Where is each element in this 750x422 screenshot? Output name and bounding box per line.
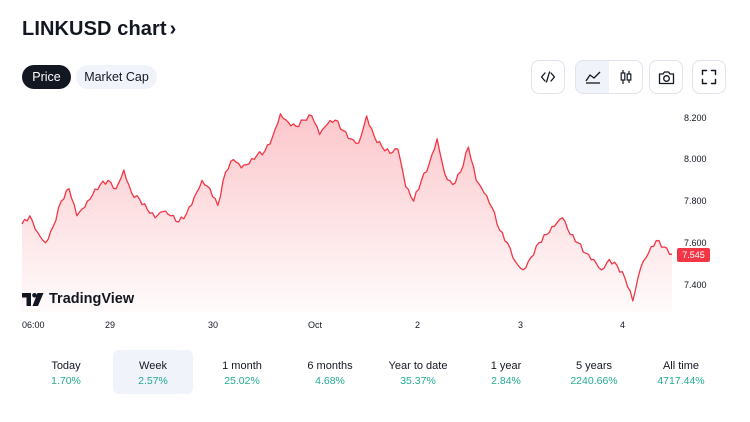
price-area-fill: [22, 113, 672, 312]
fullscreen-icon: [701, 69, 717, 85]
period-6-months[interactable]: 6 months 4.68%: [290, 350, 370, 394]
y-tick-label: 7.800: [684, 196, 707, 206]
period-change: 1.70%: [51, 375, 81, 387]
tradingview-wordmark: TradingView: [49, 291, 135, 307]
period-label: Today: [51, 360, 81, 372]
x-tick-label: 06:00: [22, 320, 45, 330]
x-tick-label: 2: [415, 320, 421, 330]
tab-price-label: Price: [32, 70, 61, 84]
x-tick-label: 30: [208, 320, 219, 330]
chevron-right-icon: ›: [169, 18, 177, 40]
y-tick-label: 7.600: [684, 238, 707, 248]
price-line: [21, 113, 673, 302]
page-title-text: LINKUSD chart: [22, 18, 167, 40]
period-label: Week: [139, 360, 167, 372]
period-change: 4717.44%: [657, 375, 705, 387]
x-tick-label: 29: [105, 320, 116, 330]
fullscreen-button[interactable]: [692, 60, 726, 94]
period-change: 2.84%: [491, 375, 521, 387]
period-change: 2240.66%: [570, 375, 618, 387]
period-today[interactable]: Today 1.70%: [26, 350, 106, 394]
period-change: 2.57%: [138, 375, 168, 387]
y-tick-label: 7.400: [684, 280, 707, 290]
period-label: 1 year: [490, 360, 522, 372]
period-all-time[interactable]: All time 4717.44%: [641, 350, 721, 394]
x-tick-label: Oct: [308, 320, 323, 330]
period-change: 4.68%: [315, 375, 345, 387]
page-title[interactable]: LINKUSD chart ›: [22, 18, 176, 41]
period-change: 35.37%: [400, 375, 436, 387]
candle-style-button[interactable]: [609, 61, 642, 93]
candlestick-icon: [620, 70, 631, 84]
tab-market-cap-label: Market Cap: [84, 70, 149, 84]
period-label: 1 month: [222, 360, 262, 372]
period-label: Year to date: [388, 360, 448, 372]
x-tick-label: 4: [620, 320, 626, 330]
tab-market-cap[interactable]: Market Cap: [76, 65, 157, 89]
embed-code-icon: [540, 71, 556, 83]
period-5-years[interactable]: 5 years 2240.66%: [554, 350, 634, 394]
area-style-button[interactable]: [576, 61, 609, 93]
period-label: 6 months: [307, 360, 353, 372]
period-1-year[interactable]: 1 year 2.84%: [466, 350, 546, 394]
last-price-tag: 7.545: [677, 248, 710, 262]
camera-icon: [658, 70, 674, 84]
period-week[interactable]: Week 2.57%: [113, 350, 193, 394]
snapshot-button[interactable]: [649, 60, 683, 94]
period-change: 25.02%: [224, 375, 260, 387]
chart-style-group: [575, 60, 643, 94]
period-label: All time: [662, 360, 700, 372]
y-tick-label: 8.000: [684, 154, 707, 164]
tradingview-mark-icon: [22, 292, 44, 306]
area-chart-icon: [584, 71, 600, 84]
x-tick-label: 3: [518, 320, 524, 330]
period-label: 5 years: [575, 360, 613, 372]
period-1-month[interactable]: 1 month 25.02%: [202, 350, 282, 394]
tab-price[interactable]: Price: [22, 65, 71, 89]
y-tick-label: 8.200: [684, 113, 707, 123]
period-year-to-date[interactable]: Year to date 35.37%: [378, 350, 458, 394]
embed-button[interactable]: [531, 60, 565, 94]
tradingview-logo[interactable]: TradingView: [22, 291, 134, 307]
